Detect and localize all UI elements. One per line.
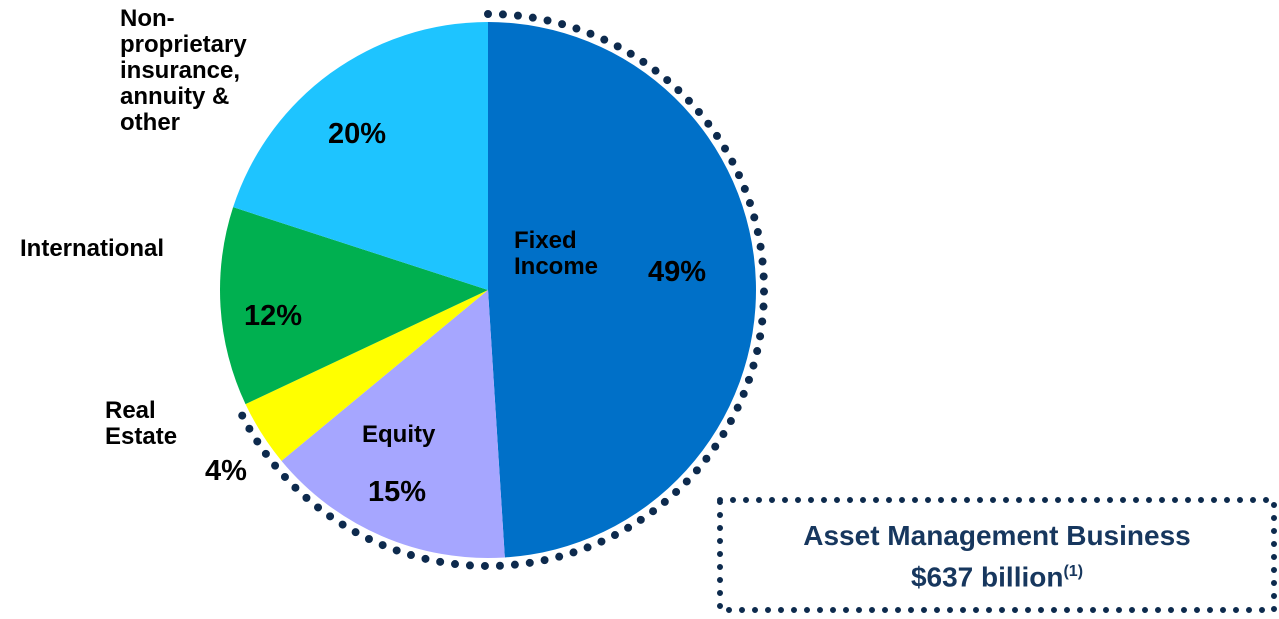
category-label: Non- proprietary insurance, annuity & ot…: [120, 5, 247, 136]
pie-slice: [488, 22, 756, 558]
annotation-line1: Asset Management Business: [803, 520, 1191, 551]
pie-slice: [281, 290, 505, 558]
pie-slice: [219, 207, 488, 405]
category-label: International: [20, 235, 165, 262]
annotation-box: Asset Management Business $637 billion(1…: [720, 500, 1274, 610]
value-label: 12%: [244, 300, 303, 332]
value-label: 4%: [205, 455, 247, 487]
footnote-mark: (1): [1063, 563, 1084, 580]
value-label: 49%: [648, 256, 707, 288]
category-label: Equity: [362, 421, 436, 448]
value-label: 20%: [328, 118, 387, 150]
pie: [219, 22, 756, 558]
category-label: Fixed Income: [514, 227, 599, 280]
pie-slice: [245, 290, 488, 461]
category-label: Real Estate: [105, 397, 178, 450]
pie-slice: [233, 22, 488, 290]
value-label: 15%: [368, 476, 427, 508]
annotation-amount: $637 billion: [910, 561, 1064, 593]
annotation-line2: $637 billion(1): [720, 554, 1274, 595]
dotted-outline: [238, 10, 768, 570]
dotted-box: [717, 497, 1277, 613]
